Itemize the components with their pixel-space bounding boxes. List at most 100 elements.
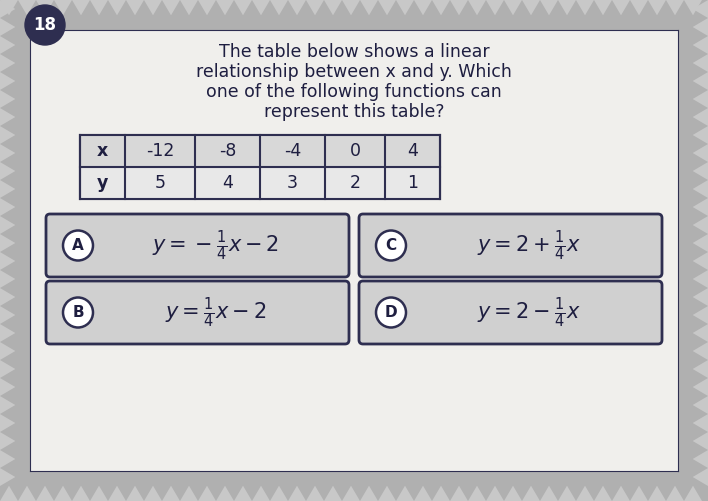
Polygon shape xyxy=(0,288,16,306)
Polygon shape xyxy=(162,485,180,501)
Polygon shape xyxy=(692,270,708,288)
Polygon shape xyxy=(692,18,708,36)
Polygon shape xyxy=(692,360,708,378)
Polygon shape xyxy=(594,485,612,501)
Polygon shape xyxy=(692,90,708,108)
Circle shape xyxy=(376,298,406,328)
Polygon shape xyxy=(0,144,16,162)
Polygon shape xyxy=(692,0,708,18)
Polygon shape xyxy=(0,162,16,180)
Polygon shape xyxy=(0,234,16,252)
Polygon shape xyxy=(692,162,708,180)
Polygon shape xyxy=(0,36,16,54)
Text: 0: 0 xyxy=(350,142,360,160)
Polygon shape xyxy=(18,0,36,16)
Text: relationship between x and y. Which: relationship between x and y. Which xyxy=(196,63,512,81)
Polygon shape xyxy=(576,485,594,501)
Bar xyxy=(80,135,440,167)
Polygon shape xyxy=(692,450,708,468)
Polygon shape xyxy=(0,0,18,16)
Polygon shape xyxy=(324,0,342,16)
Polygon shape xyxy=(612,0,630,16)
Polygon shape xyxy=(90,485,108,501)
Polygon shape xyxy=(0,324,16,342)
Polygon shape xyxy=(432,0,450,16)
Polygon shape xyxy=(0,198,16,216)
Polygon shape xyxy=(576,0,594,16)
Polygon shape xyxy=(684,0,702,16)
Polygon shape xyxy=(126,0,144,16)
Bar xyxy=(80,167,440,199)
Text: represent this table?: represent this table? xyxy=(264,103,444,121)
Polygon shape xyxy=(180,485,198,501)
Text: 5: 5 xyxy=(154,174,166,192)
Polygon shape xyxy=(692,126,708,144)
Polygon shape xyxy=(54,0,72,16)
Polygon shape xyxy=(72,485,90,501)
Text: 3: 3 xyxy=(287,174,298,192)
Polygon shape xyxy=(414,0,432,16)
Polygon shape xyxy=(692,414,708,432)
Polygon shape xyxy=(0,180,16,198)
Text: y: y xyxy=(97,174,108,192)
Polygon shape xyxy=(36,485,54,501)
Polygon shape xyxy=(450,0,468,16)
Polygon shape xyxy=(306,485,324,501)
Text: -12: -12 xyxy=(146,142,174,160)
Polygon shape xyxy=(414,485,432,501)
Polygon shape xyxy=(54,485,72,501)
Polygon shape xyxy=(0,252,16,270)
Polygon shape xyxy=(306,0,324,16)
FancyBboxPatch shape xyxy=(46,281,349,344)
Polygon shape xyxy=(450,485,468,501)
Polygon shape xyxy=(692,468,708,486)
Polygon shape xyxy=(0,18,16,36)
Text: -8: -8 xyxy=(219,142,236,160)
Polygon shape xyxy=(90,0,108,16)
Polygon shape xyxy=(0,414,16,432)
Text: $y = 2 + \frac{1}{4}x$: $y = 2 + \frac{1}{4}x$ xyxy=(476,228,581,263)
Polygon shape xyxy=(558,485,576,501)
Polygon shape xyxy=(342,0,360,16)
Polygon shape xyxy=(522,0,540,16)
Polygon shape xyxy=(540,0,558,16)
Polygon shape xyxy=(692,234,708,252)
Text: $y = 2 - \frac{1}{4}x$: $y = 2 - \frac{1}{4}x$ xyxy=(476,295,581,330)
Polygon shape xyxy=(0,468,16,486)
Polygon shape xyxy=(198,485,216,501)
Text: $y = \frac{1}{4}x - 2$: $y = \frac{1}{4}x - 2$ xyxy=(165,295,266,330)
Polygon shape xyxy=(396,485,414,501)
Text: $y = -\frac{1}{4}x - 2$: $y = -\frac{1}{4}x - 2$ xyxy=(152,228,279,263)
Circle shape xyxy=(376,230,406,261)
Polygon shape xyxy=(692,144,708,162)
Polygon shape xyxy=(666,0,684,16)
Polygon shape xyxy=(288,0,306,16)
Polygon shape xyxy=(0,306,16,324)
Polygon shape xyxy=(180,0,198,16)
Polygon shape xyxy=(0,432,16,450)
Text: x: x xyxy=(97,142,108,160)
Polygon shape xyxy=(198,0,216,16)
Polygon shape xyxy=(594,0,612,16)
Circle shape xyxy=(25,5,65,45)
FancyBboxPatch shape xyxy=(30,30,678,471)
Polygon shape xyxy=(0,378,16,396)
Polygon shape xyxy=(630,0,648,16)
Polygon shape xyxy=(630,485,648,501)
Polygon shape xyxy=(0,108,16,126)
Polygon shape xyxy=(432,485,450,501)
Text: C: C xyxy=(385,238,396,253)
Polygon shape xyxy=(692,180,708,198)
Polygon shape xyxy=(0,485,18,501)
Polygon shape xyxy=(468,0,486,16)
Polygon shape xyxy=(126,485,144,501)
Polygon shape xyxy=(360,485,378,501)
Text: B: B xyxy=(72,305,84,320)
Text: 2: 2 xyxy=(350,174,360,192)
Polygon shape xyxy=(692,306,708,324)
Text: -4: -4 xyxy=(284,142,301,160)
Polygon shape xyxy=(558,0,576,16)
Polygon shape xyxy=(108,0,126,16)
Polygon shape xyxy=(692,288,708,306)
Circle shape xyxy=(63,298,93,328)
